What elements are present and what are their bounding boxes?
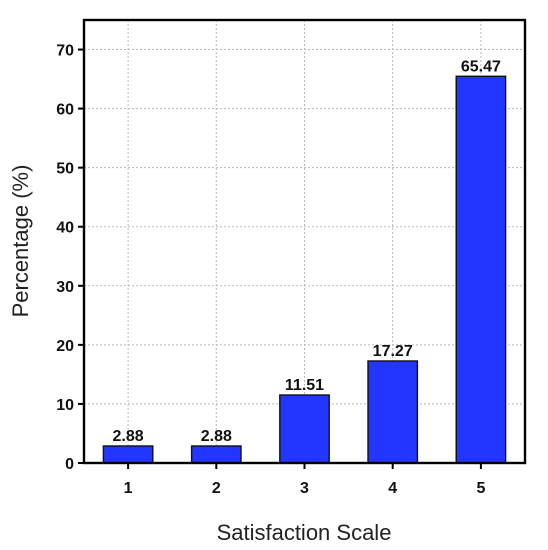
axes: 0 10 20 30 40 50 60 70 1 2 3 4 5	[56, 18, 527, 497]
y-tick-label-70: 70	[56, 43, 74, 60]
x-tick-label-3: 3	[300, 480, 309, 497]
data-label-4: 17.27	[373, 343, 413, 360]
y-tick-label-40: 40	[56, 220, 74, 237]
y-tick-label-60: 60	[56, 102, 74, 119]
bars	[102, 75, 507, 464]
bar-3	[279, 394, 330, 464]
x-tick-label-5: 5	[476, 480, 485, 497]
data-label-3: 11.51	[285, 377, 324, 394]
data-labels: 2.88 2.88 11.51 17.27 65.47	[113, 58, 501, 445]
data-label-1: 2.88	[113, 428, 144, 445]
y-tick-label-10: 10	[56, 397, 74, 414]
x-tick-label-2: 2	[212, 480, 221, 497]
bar-5	[455, 75, 507, 464]
x-axis-title: Satisfaction Scale	[217, 520, 392, 545]
y-tick-label-30: 30	[56, 279, 74, 296]
y-tick-label-0: 0	[65, 456, 74, 473]
bar-4	[367, 360, 419, 464]
x-tick-label-4: 4	[388, 480, 397, 497]
bar-2	[190, 445, 242, 464]
y-axis-title: Percentage (%)	[8, 165, 33, 318]
data-label-5: 65.47	[461, 58, 501, 75]
y-tick-label-20: 20	[56, 338, 74, 355]
bar-1	[102, 445, 154, 464]
y-tick-label-50: 50	[56, 161, 74, 178]
x-tick-label-1: 1	[124, 480, 133, 497]
data-label-2: 2.88	[201, 428, 232, 445]
